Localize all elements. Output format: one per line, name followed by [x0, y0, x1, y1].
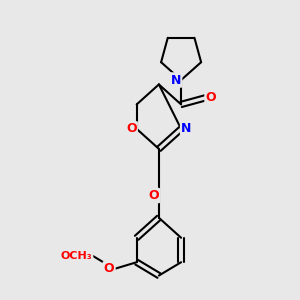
- Text: O: O: [148, 189, 159, 202]
- Text: N: N: [171, 74, 181, 86]
- Text: O: O: [206, 91, 216, 104]
- Text: N: N: [181, 122, 191, 135]
- Text: OCH₃: OCH₃: [61, 250, 92, 261]
- Text: O: O: [104, 262, 114, 275]
- Text: O: O: [126, 122, 137, 135]
